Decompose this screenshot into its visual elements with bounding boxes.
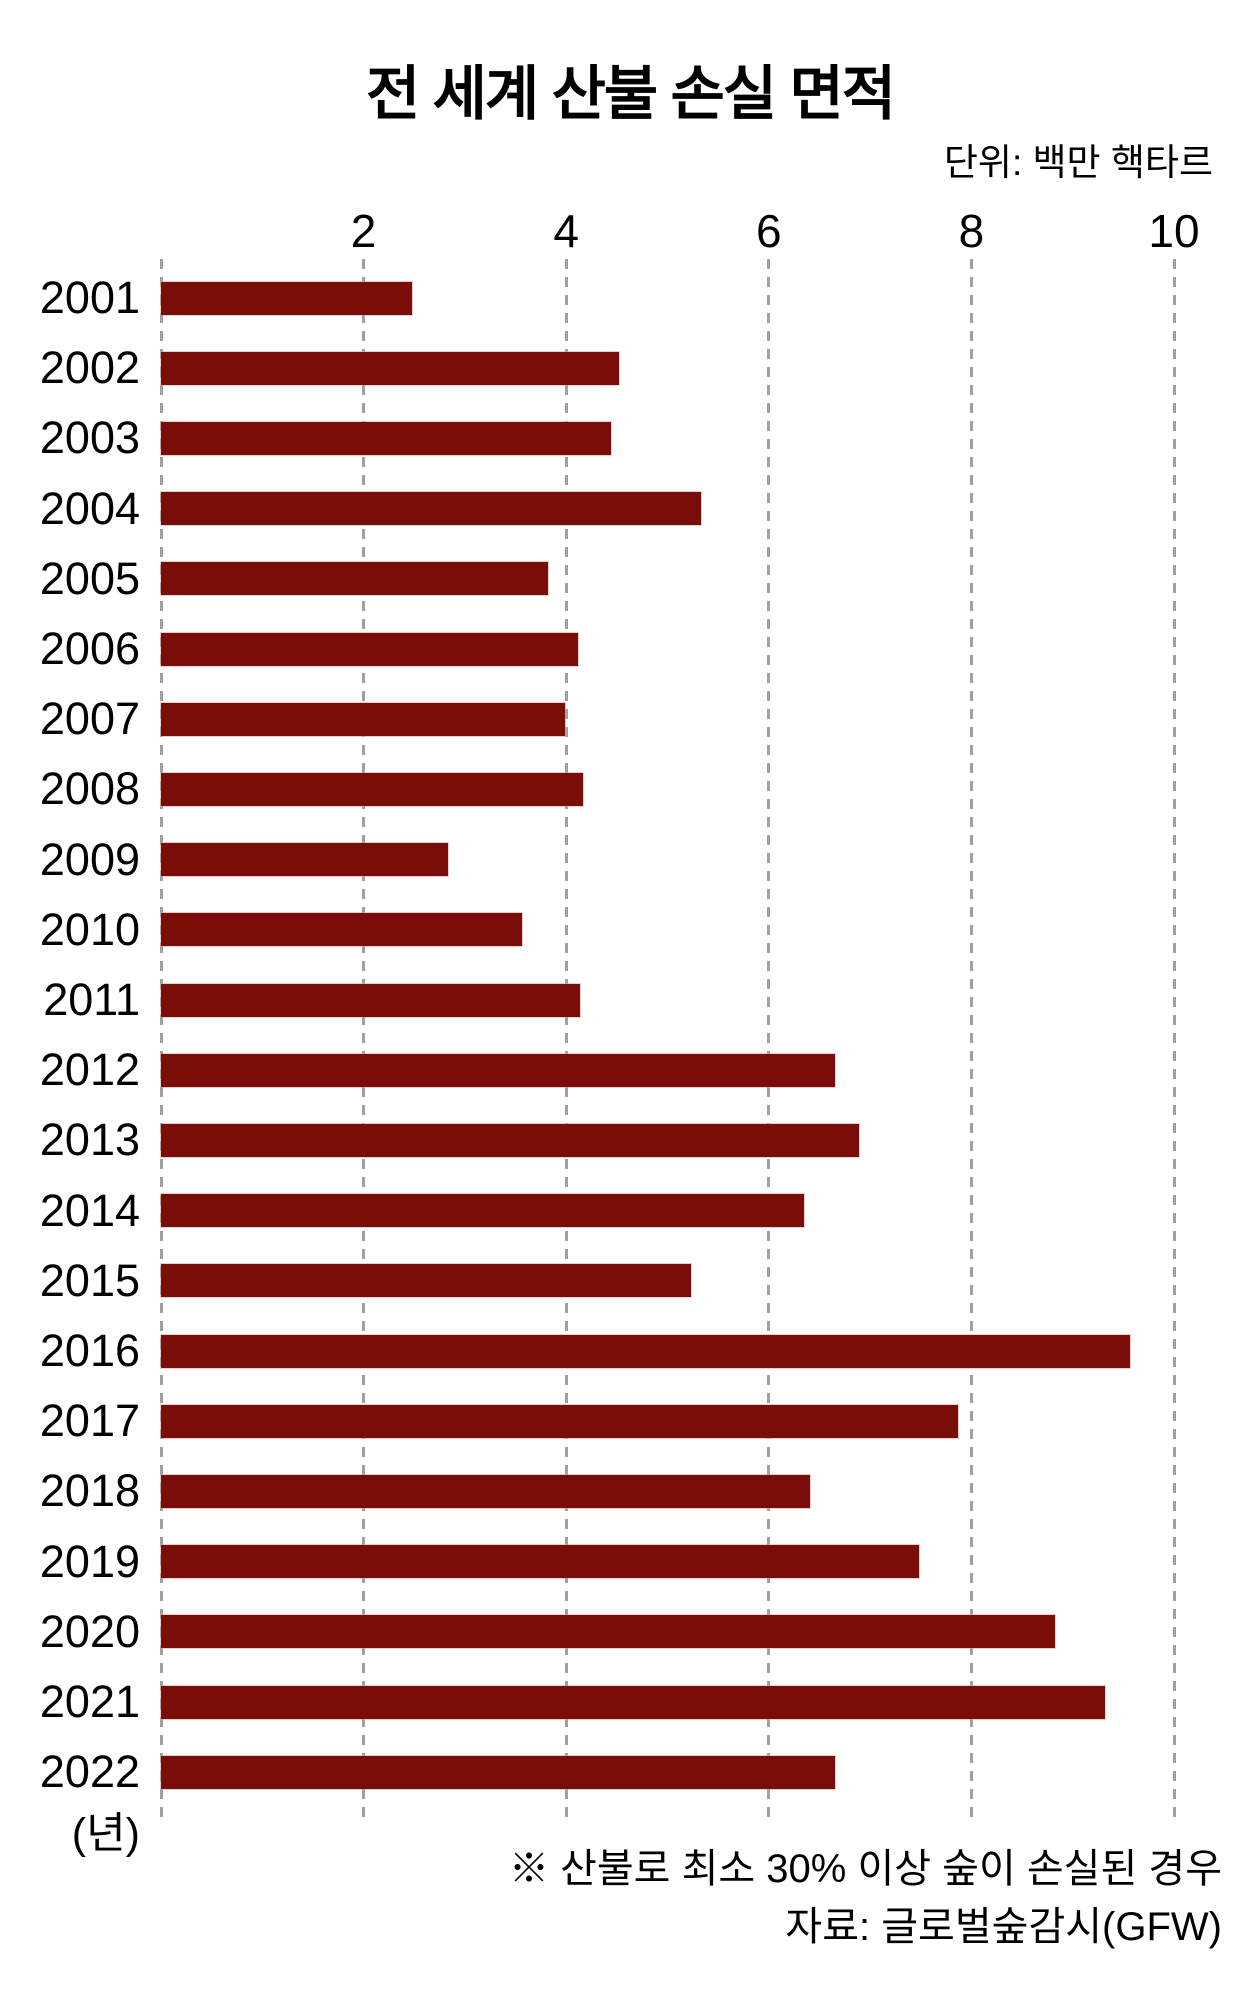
year-label: 2015 <box>39 1254 140 1306</box>
year-label: 2007 <box>39 693 140 745</box>
bar-2022 <box>161 1755 835 1789</box>
year-label: 2019 <box>39 1535 140 1587</box>
year-label: 2010 <box>39 903 140 955</box>
gridline-10 <box>1172 259 1176 1822</box>
x-tick-label: 8 <box>958 205 985 257</box>
bar-2007 <box>161 702 566 736</box>
year-label: 2005 <box>39 552 140 604</box>
bar-2012 <box>161 1053 835 1087</box>
x-tick-label: 4 <box>553 205 579 257</box>
gridline-8 <box>969 259 973 1822</box>
year-label: 2001 <box>39 272 140 323</box>
plot-area <box>159 259 1176 1822</box>
bar-2002 <box>161 351 619 385</box>
gridline-0 <box>159 259 163 1822</box>
year-label: 2022 <box>39 1746 140 1798</box>
unit-label: 단위: 백만 핵타르 <box>943 142 1213 183</box>
bar-2003 <box>161 421 611 455</box>
year-label: 2011 <box>43 974 140 1025</box>
year-label: 2016 <box>39 1325 140 1376</box>
bar-2020 <box>161 1615 1056 1649</box>
year-label: 2021 <box>39 1676 140 1727</box>
x-tick-label: 10 <box>1148 205 1200 257</box>
bar-2004 <box>161 492 701 526</box>
bar-2014 <box>161 1194 805 1228</box>
gridline-2 <box>362 259 366 1822</box>
year-label: 2002 <box>39 342 140 394</box>
bar-2015 <box>161 1264 691 1298</box>
footnote-source: 자료: 글로벌숲감시(GFW) <box>785 1905 1222 1949</box>
y-axis-caption: (년) <box>71 1810 140 1858</box>
bar-2013 <box>161 1123 859 1157</box>
year-label: 2014 <box>39 1184 140 1236</box>
bar-2001 <box>161 281 413 315</box>
bar-2005 <box>161 562 548 596</box>
bar-2021 <box>161 1685 1106 1719</box>
footnote-note: ※ 산불로 최소 30% 이상 숲이 손실된 경우 <box>508 1847 1222 1891</box>
year-label: 2017 <box>39 1395 140 1447</box>
year-label: 2003 <box>39 412 140 464</box>
year-label: 2012 <box>39 1044 140 1096</box>
year-label: 2006 <box>39 623 140 674</box>
chart-title: 전 세계 산불 손실 면적 <box>365 61 896 127</box>
bar-2009 <box>161 843 448 877</box>
bar-2011 <box>161 983 581 1017</box>
year-label: 2020 <box>39 1605 140 1657</box>
year-label: 2004 <box>39 482 140 534</box>
bar-2016 <box>161 1334 1131 1368</box>
gridline-4 <box>564 259 568 1822</box>
year-label: 2018 <box>39 1465 140 1517</box>
bar-2018 <box>161 1474 811 1508</box>
gridline-6 <box>767 259 771 1822</box>
bar-2010 <box>161 913 522 947</box>
x-tick-label: 2 <box>350 205 377 257</box>
bar-2006 <box>161 632 579 666</box>
bar-2017 <box>161 1404 959 1438</box>
year-label: 2008 <box>39 763 140 815</box>
bar-2008 <box>161 772 584 806</box>
year-label: 2013 <box>39 1114 140 1166</box>
x-tick-label: 6 <box>756 205 782 257</box>
year-label: 2009 <box>39 833 140 885</box>
bar-2019 <box>161 1545 919 1579</box>
